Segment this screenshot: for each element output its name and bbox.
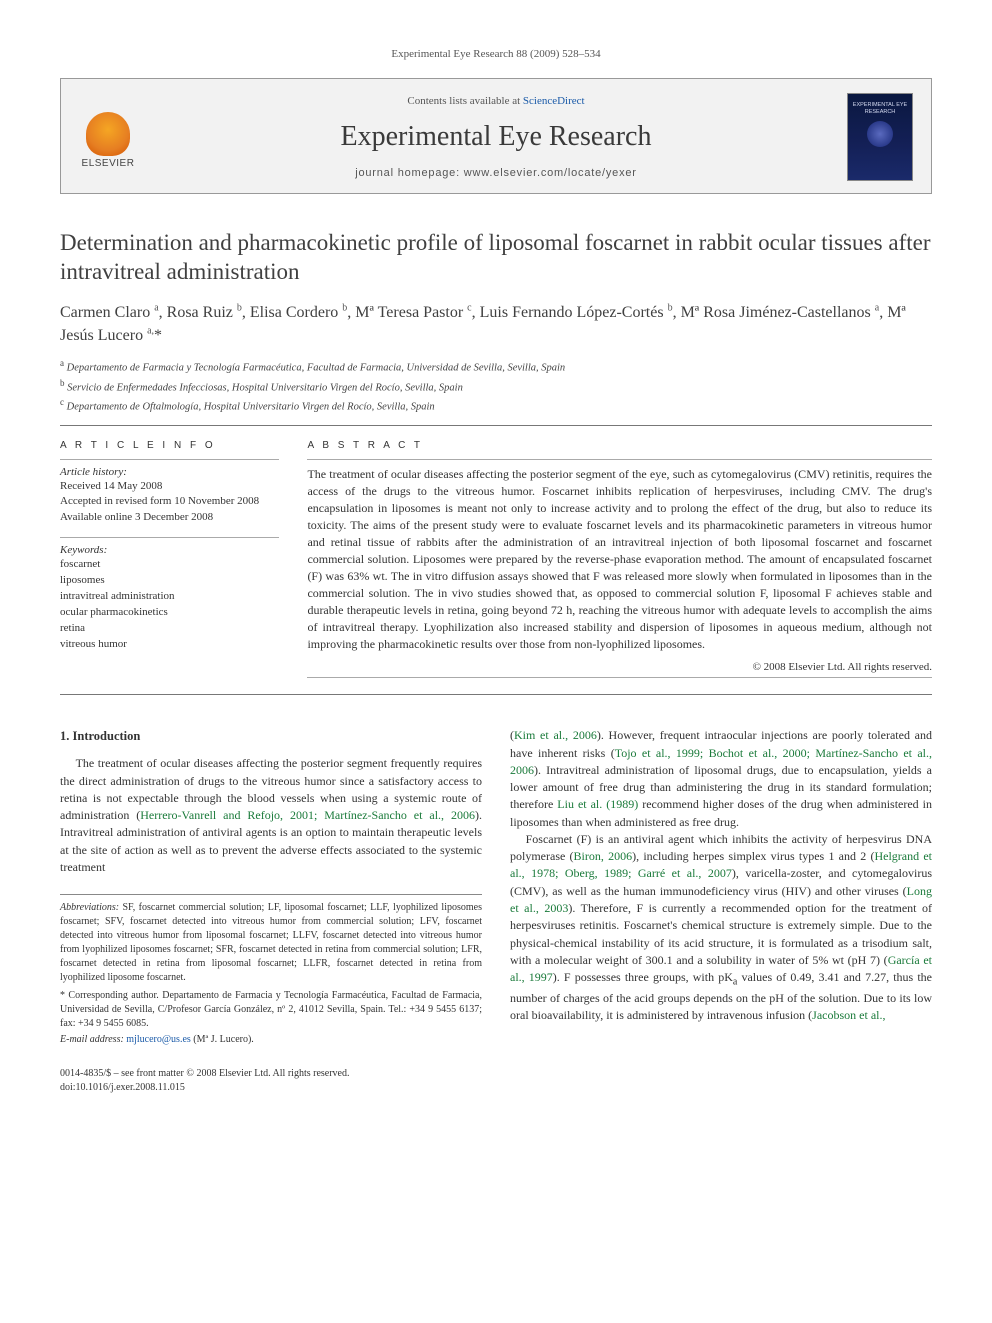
homepage-prefix: journal homepage: <box>355 167 464 179</box>
body-paragraph: (Kim et al., 2006). However, frequent in… <box>510 727 932 831</box>
citation-link[interactable]: Jacobson et al., <box>812 1008 885 1022</box>
corresponding-label: * Corresponding author. <box>60 990 159 1001</box>
abstract-label: A B S T R A C T <box>307 440 932 451</box>
cover-eye-icon <box>867 121 893 147</box>
keywords-block: Keywords: foscarnetliposomesintravitreal… <box>60 537 279 653</box>
body-paragraph: Foscarnet (F) is an antiviral agent whic… <box>510 831 932 1024</box>
body-two-column: 1. Introduction The treatment of ocular … <box>60 727 932 1047</box>
text-run: ), including herpes simplex virus types … <box>632 849 874 863</box>
divider-thin <box>307 459 932 460</box>
cover-caption: EXPERIMENTAL EYE RESEARCH <box>848 102 912 115</box>
front-matter-line: 0014-4835/$ – see front matter © 2008 El… <box>60 1067 932 1081</box>
left-column: 1. Introduction The treatment of ocular … <box>60 727 482 1047</box>
info-abstract-row: A R T I C L E I N F O Article history: R… <box>60 440 932 684</box>
abstract-text: The treatment of ocular diseases affecti… <box>307 466 932 653</box>
citation-link[interactable]: Liu et al. (1989) <box>557 797 638 811</box>
text-run: ). F possesses three groups, with pK <box>553 970 733 984</box>
contents-prefix: Contents lists available at <box>407 95 522 107</box>
cover-thumb-slot: EXPERIMENTAL EYE RESEARCH <box>823 93 913 181</box>
keywords-list: foscarnetliposomesintravitreal administr… <box>60 557 279 653</box>
footnotes-block: Abbreviations: SF, foscarnet commercial … <box>60 894 482 1047</box>
abstract-column: A B S T R A C T The treatment of ocular … <box>307 440 932 684</box>
article-history-heading: Article history: <box>60 466 279 478</box>
divider-rule <box>60 694 932 695</box>
email-owner: (Mª J. Lucero). <box>191 1034 254 1045</box>
doi-line: doi:10.1016/j.exer.2008.11.015 <box>60 1081 932 1095</box>
abbreviations-text: SF, foscarnet commercial solution; LF, l… <box>60 902 482 983</box>
elsevier-logo: ELSEVIER <box>79 105 137 169</box>
journal-homepage-line: journal homepage: www.elsevier.com/locat… <box>183 167 809 179</box>
citation-link[interactable]: Kim et al., 2006 <box>514 728 597 742</box>
text-run: ). Therefore, F is currently a recommend… <box>510 901 932 967</box>
author-list: Carmen Claro a, Rosa Ruiz b, Elisa Corde… <box>60 301 932 347</box>
article-info-label: A R T I C L E I N F O <box>60 440 279 451</box>
email-label: E-mail address: <box>60 1034 124 1045</box>
divider-rule <box>60 425 932 426</box>
article-history-block: Article history: Received 14 May 2008 Ac… <box>60 459 279 525</box>
abstract-copyright: © 2008 Elsevier Ltd. All rights reserved… <box>307 661 932 673</box>
abbreviations-footnote: Abbreviations: SF, foscarnet commercial … <box>60 901 482 985</box>
article-title: Determination and pharmacokinetic profil… <box>60 228 932 287</box>
contents-available-line: Contents lists available at ScienceDirec… <box>183 95 809 107</box>
homepage-url[interactable]: www.elsevier.com/locate/yexer <box>464 167 637 179</box>
email-footnote: E-mail address: mjlucero@us.es (Mª J. Lu… <box>60 1033 482 1047</box>
email-link[interactable]: mjlucero@us.es <box>126 1034 190 1045</box>
abbreviations-label: Abbreviations: <box>60 902 119 913</box>
journal-cover-thumbnail: EXPERIMENTAL EYE RESEARCH <box>847 93 913 181</box>
history-line: Available online 3 December 2008 <box>60 510 279 525</box>
page-footer: 0014-4835/$ – see front matter © 2008 El… <box>60 1067 932 1095</box>
running-head: Experimental Eye Research 88 (2009) 528–… <box>60 48 932 60</box>
keywords-heading: Keywords: <box>60 544 279 556</box>
citation-link[interactable]: Herrero-Vanrell and Refojo, 2001; Martín… <box>140 808 475 822</box>
history-line: Accepted in revised form 10 November 200… <box>60 494 279 509</box>
section-heading-introduction: 1. Introduction <box>60 727 482 745</box>
citation-link[interactable]: Biron, 2006 <box>574 849 633 863</box>
banner-center: Contents lists available at ScienceDirec… <box>169 95 823 179</box>
article-info-column: A R T I C L E I N F O Article history: R… <box>60 440 279 684</box>
affiliations: a Departamento de Farmacia y Tecnología … <box>60 357 932 415</box>
publisher-logo-slot: ELSEVIER <box>79 105 169 169</box>
journal-banner: ELSEVIER Contents lists available at Sci… <box>60 78 932 194</box>
divider-thin <box>307 677 932 678</box>
body-paragraph: The treatment of ocular diseases affecti… <box>60 755 482 876</box>
sciencedirect-link[interactable]: ScienceDirect <box>523 95 585 107</box>
right-column: (Kim et al., 2006). However, frequent in… <box>510 727 932 1047</box>
history-line: Received 14 May 2008 <box>60 479 279 494</box>
journal-name: Experimental Eye Research <box>183 121 809 153</box>
elsevier-tree-icon <box>86 112 130 156</box>
elsevier-wordmark: ELSEVIER <box>82 158 135 169</box>
corresponding-author-footnote: * Corresponding author. Departamento de … <box>60 989 482 1031</box>
